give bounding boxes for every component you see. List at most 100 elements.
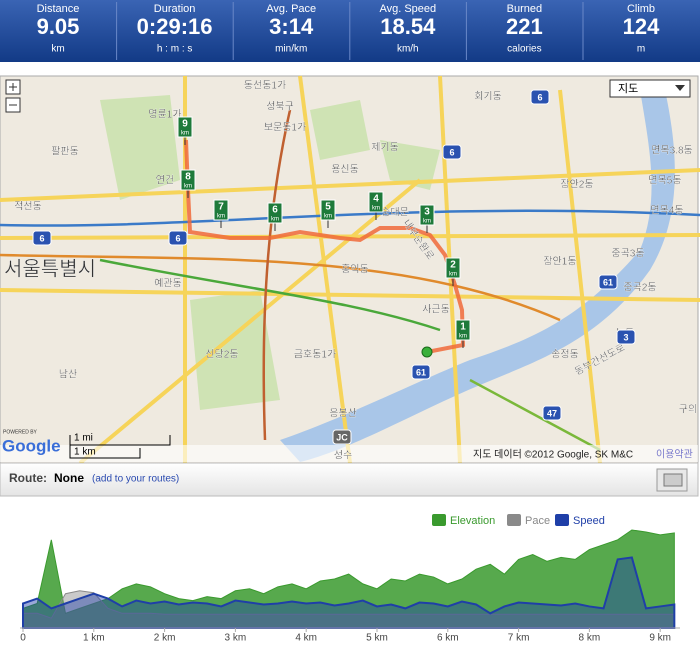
road-shield: [411, 364, 431, 380]
road-shield: [598, 274, 618, 290]
scale-mi: 1 mi: [74, 433, 93, 444]
place-label: 응봉산: [329, 408, 357, 420]
place-label: 신당2동: [205, 349, 238, 361]
x-tick-label: 3 km: [225, 633, 247, 644]
google-logo: Google: [2, 436, 61, 455]
x-tick-label: 7 km: [508, 633, 530, 644]
place-label: 보문동1가: [264, 122, 306, 134]
marker-unit: km: [271, 217, 279, 223]
shield-label: 3: [623, 332, 628, 342]
marker-unit: km: [459, 334, 467, 340]
attribution: 지도 데이터 ©2012 Google, SK M&C: [473, 449, 633, 461]
marker-unit: km: [184, 184, 192, 190]
x-tick-label: 5 km: [366, 633, 388, 644]
marker-number: 4: [373, 194, 379, 205]
stat-label: Duration: [154, 3, 196, 15]
place-label: 장안2동: [560, 179, 593, 191]
marker-unit: km: [449, 272, 457, 278]
marker-number: 5: [325, 202, 331, 213]
marker-unit: km: [324, 214, 332, 220]
place-label: 면목5동: [648, 175, 681, 187]
stat-label: Avg. Pace: [266, 3, 316, 15]
marker-unit: km: [372, 206, 380, 212]
km-marker: [320, 199, 336, 221]
area: [22, 590, 675, 629]
area: [22, 556, 676, 629]
stat-unit: min/km: [275, 44, 307, 55]
map-type-select[interactable]: [609, 79, 691, 98]
place-label: 장안1동: [543, 256, 576, 268]
stat-value: 0:29:16: [137, 14, 213, 39]
shield-label: 6: [449, 147, 454, 157]
x-tick-label: 0: [20, 633, 26, 644]
road-shield: [616, 329, 636, 345]
place-label: 중곡2동: [623, 282, 656, 294]
place-label: 구의: [679, 404, 697, 416]
scale-bar: [69, 435, 171, 459]
stat-label: Avg. Speed: [379, 3, 436, 15]
place-label: 홍익동: [341, 263, 369, 276]
place-label: 적선동: [14, 201, 42, 213]
km-marker: [267, 202, 283, 224]
road-shield: [442, 144, 462, 160]
marker-number: 6: [272, 205, 278, 216]
shield-label: 6: [39, 233, 44, 243]
stat-unit: m: [637, 44, 645, 55]
place-label: 예관동: [154, 278, 182, 290]
x-tick-label: 6 km: [437, 633, 459, 644]
place-label: 면목4동: [650, 205, 683, 217]
dropdown-arrow: [675, 85, 685, 91]
powered-by: POWERED BY: [3, 429, 38, 435]
legend-swatch: [507, 514, 521, 526]
stat-label: Distance: [37, 3, 80, 15]
place-label: 금호동1가: [294, 349, 336, 361]
park: [100, 95, 440, 410]
x-tick-label: 1 km: [83, 633, 105, 644]
marker-number: 9: [182, 119, 188, 130]
marker-number: 1: [460, 322, 466, 333]
route-line: [184, 139, 466, 354]
place-label: 용신동: [331, 164, 359, 176]
place-label: 숭대문: [381, 207, 409, 219]
legend-label: Pace: [525, 515, 550, 527]
marker-unit: km: [423, 219, 431, 225]
shield-label: JC: [336, 432, 348, 442]
place-label: 팔판동: [51, 146, 79, 158]
road-shield: [530, 89, 550, 105]
legend-label: Speed: [573, 515, 605, 527]
stat-unit: km/h: [397, 44, 419, 55]
stat-value: 3:14: [269, 14, 314, 39]
km-marker: [419, 204, 435, 226]
place-label: 사근동: [422, 304, 450, 316]
road-shield: [542, 405, 562, 421]
km-marker: [177, 116, 193, 138]
stat-unit: calories: [507, 44, 541, 55]
shield-label: 47: [547, 408, 557, 418]
km-marker: [368, 191, 384, 213]
route-link[interactable]: (add to your routes): [92, 474, 179, 485]
expand-icon: [663, 473, 683, 487]
start-pin: [421, 346, 433, 358]
stat-label: Climb: [627, 3, 655, 15]
place-label: 명륜1가: [148, 109, 181, 121]
road-shield: [332, 429, 352, 445]
km-marker: [445, 257, 461, 279]
x-tick-label: 9 km: [649, 633, 671, 644]
stat-value: 18.54: [380, 14, 436, 39]
shield-label: 61: [416, 367, 426, 377]
legend-label: Elevation: [450, 515, 495, 527]
km-marker: [180, 169, 196, 191]
shield-label: 6: [537, 92, 542, 102]
place-label: 연건: [156, 175, 174, 187]
stat-label: Burned: [507, 3, 542, 15]
place-label: 성북구: [266, 101, 294, 113]
route-bar: [0, 462, 699, 497]
route-label: Route:: [9, 471, 47, 485]
terms-link[interactable]: 이용약관: [656, 449, 693, 461]
marker-number: 3: [424, 207, 430, 218]
shield-label: 61: [603, 277, 613, 287]
scale-km: 1 km: [74, 447, 96, 458]
stat-unit: h : m : s: [157, 44, 193, 55]
